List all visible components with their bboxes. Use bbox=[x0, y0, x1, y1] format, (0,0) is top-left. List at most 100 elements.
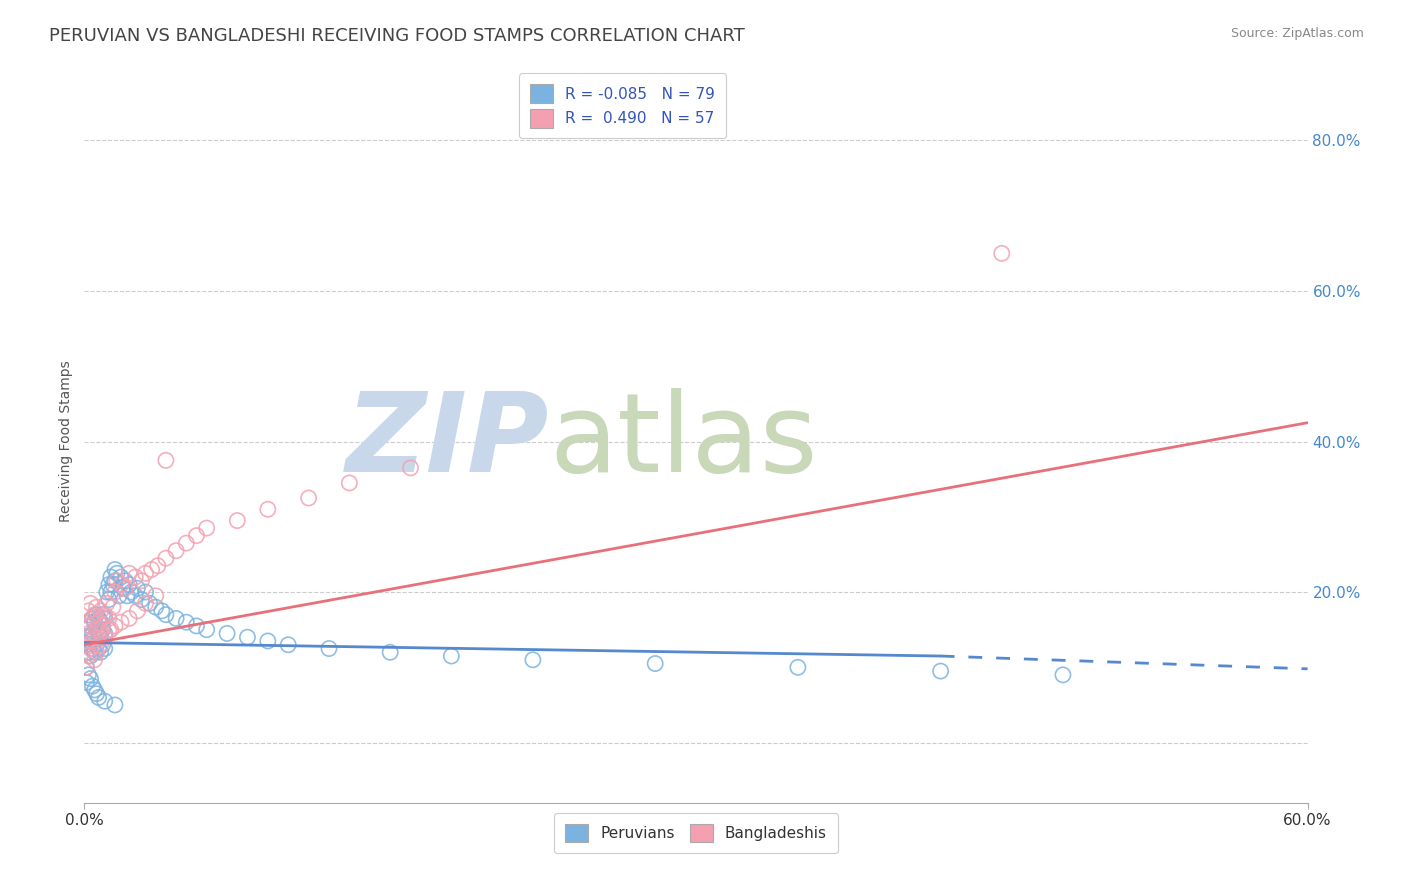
Point bbox=[101, 577, 124, 591]
Point bbox=[86, 623, 108, 637]
Point bbox=[79, 619, 101, 633]
Point bbox=[155, 607, 177, 622]
Point bbox=[150, 604, 173, 618]
Point bbox=[77, 604, 100, 618]
Point bbox=[257, 502, 280, 516]
Point bbox=[93, 641, 115, 656]
Point bbox=[77, 630, 100, 644]
Legend: Peruvians, Bangladeshis: Peruvians, Bangladeshis bbox=[554, 813, 838, 853]
Point bbox=[101, 600, 124, 615]
Point bbox=[217, 626, 239, 640]
Point bbox=[127, 582, 149, 596]
Point bbox=[165, 611, 187, 625]
Point bbox=[90, 630, 112, 644]
Text: PERUVIAN VS BANGLADESHI RECEIVING FOOD STAMPS CORRELATION CHART: PERUVIAN VS BANGLADESHI RECEIVING FOOD S… bbox=[49, 27, 745, 45]
Point bbox=[105, 566, 128, 581]
Point bbox=[77, 615, 100, 630]
Point bbox=[83, 630, 105, 644]
Point bbox=[79, 672, 101, 686]
Point bbox=[82, 611, 104, 625]
Point bbox=[124, 570, 146, 584]
Point bbox=[991, 246, 1014, 260]
Point bbox=[97, 577, 120, 591]
Point bbox=[145, 600, 167, 615]
Point bbox=[91, 607, 114, 622]
Point bbox=[75, 623, 97, 637]
Point bbox=[79, 596, 101, 610]
Point bbox=[145, 589, 167, 603]
Point bbox=[75, 660, 97, 674]
Point bbox=[110, 570, 132, 584]
Point bbox=[90, 645, 112, 659]
Point bbox=[135, 596, 157, 610]
Point bbox=[118, 611, 141, 625]
Point bbox=[135, 585, 157, 599]
Point bbox=[146, 558, 169, 573]
Point bbox=[87, 690, 110, 705]
Text: atlas: atlas bbox=[550, 388, 818, 495]
Point bbox=[75, 615, 97, 630]
Point bbox=[108, 589, 131, 603]
Point bbox=[100, 585, 122, 599]
Point bbox=[114, 582, 136, 596]
Point bbox=[93, 626, 115, 640]
Point bbox=[112, 582, 135, 596]
Point bbox=[90, 626, 112, 640]
Point bbox=[226, 514, 249, 528]
Point bbox=[96, 596, 118, 610]
Point bbox=[86, 600, 108, 615]
Point bbox=[104, 562, 127, 576]
Point bbox=[115, 589, 138, 603]
Point bbox=[93, 611, 115, 625]
Point bbox=[93, 630, 115, 644]
Point bbox=[186, 528, 208, 542]
Point bbox=[82, 634, 104, 648]
Point bbox=[79, 648, 101, 663]
Point bbox=[90, 638, 112, 652]
Point bbox=[174, 536, 197, 550]
Point bbox=[105, 574, 128, 588]
Point bbox=[104, 585, 127, 599]
Point bbox=[104, 698, 127, 712]
Point bbox=[120, 585, 142, 599]
Point bbox=[82, 641, 104, 656]
Point bbox=[83, 653, 105, 667]
Text: Source: ZipAtlas.com: Source: ZipAtlas.com bbox=[1230, 27, 1364, 40]
Point bbox=[79, 634, 101, 648]
Point bbox=[399, 461, 422, 475]
Point bbox=[138, 596, 160, 610]
Point bbox=[77, 645, 100, 659]
Point bbox=[440, 648, 463, 663]
Point bbox=[77, 668, 100, 682]
Point bbox=[75, 675, 97, 690]
Point bbox=[79, 641, 101, 656]
Point bbox=[97, 611, 120, 625]
Point bbox=[110, 615, 132, 630]
Point bbox=[100, 623, 122, 637]
Point bbox=[86, 638, 108, 652]
Point bbox=[83, 630, 105, 644]
Point bbox=[87, 626, 110, 640]
Point bbox=[87, 611, 110, 625]
Point bbox=[77, 648, 100, 663]
Point bbox=[90, 615, 112, 630]
Point bbox=[929, 664, 952, 678]
Point bbox=[97, 623, 120, 637]
Point bbox=[195, 623, 218, 637]
Point bbox=[86, 623, 108, 637]
Point bbox=[91, 619, 114, 633]
Point bbox=[82, 626, 104, 640]
Point bbox=[87, 615, 110, 630]
Point bbox=[135, 566, 157, 581]
Point bbox=[96, 585, 118, 599]
Point bbox=[82, 611, 104, 625]
Point bbox=[1052, 668, 1074, 682]
Point bbox=[83, 645, 105, 659]
Point bbox=[104, 619, 127, 633]
Point bbox=[91, 638, 114, 652]
Point bbox=[522, 653, 544, 667]
Point bbox=[318, 641, 340, 656]
Point bbox=[131, 592, 153, 607]
Point bbox=[93, 694, 115, 708]
Point bbox=[165, 543, 187, 558]
